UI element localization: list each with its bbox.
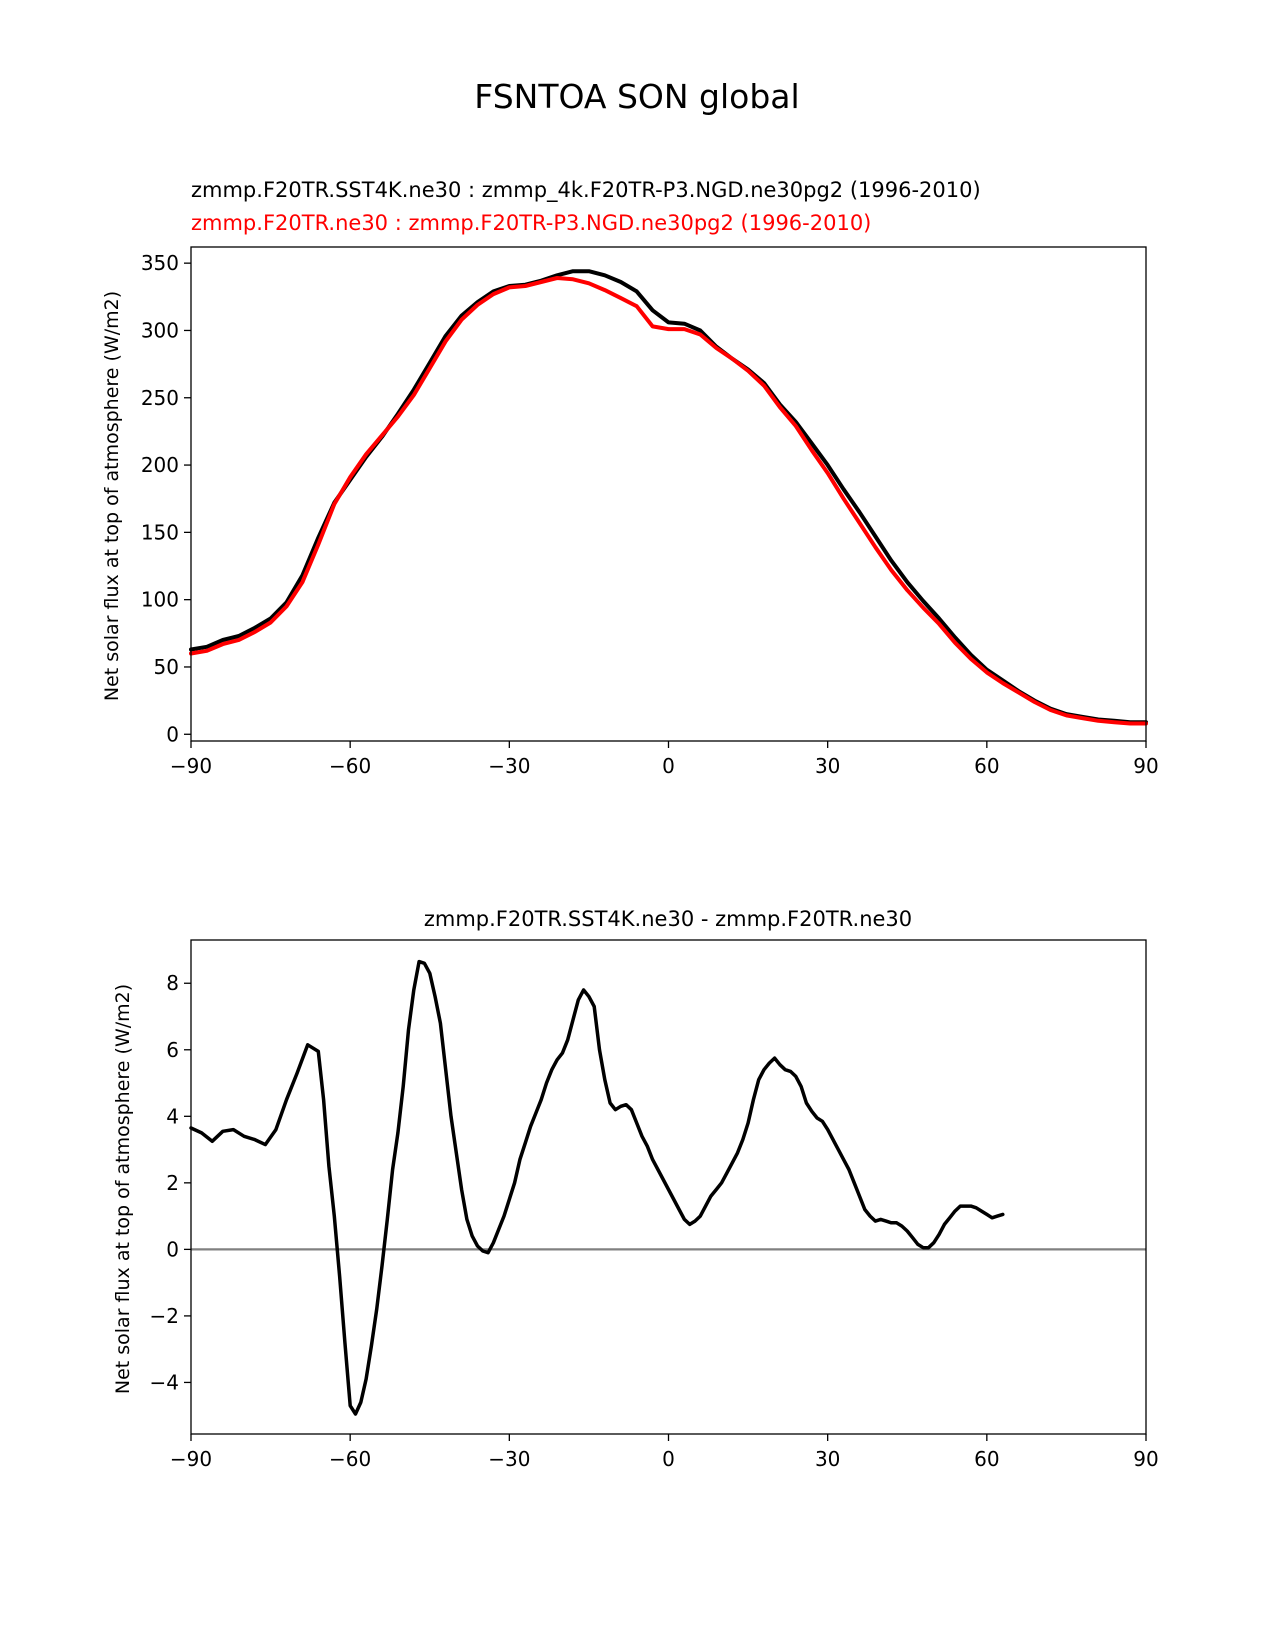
y-tick-label: 2 [166,1171,179,1195]
x-tick-label: 60 [974,1447,999,1471]
bottom-chart-ticks: −90 −60 −30 0 30 60 90 −4 −2 0 2 4 6 8 [150,971,1159,1471]
bottom-chart-plot-frame [190,939,1147,1435]
y-tick-label: 300 [141,318,179,342]
y-tick-label: 0 [166,1237,179,1261]
y-tick-label: 6 [166,1038,179,1062]
bottom-chart-y-axis-label: Net solar flux at top of atmosphere (W/m… [112,984,134,1394]
y-tick-label: 350 [141,251,179,275]
y-tick-label: −4 [150,1370,179,1394]
x-tick-label: −30 [488,1447,530,1471]
x-tick-label: 30 [815,754,840,778]
x-tick-label: 90 [1133,1447,1158,1471]
x-tick-label: 60 [974,754,999,778]
series-line-1 [189,959,1005,1416]
figure-title: FSNTOA SON global [474,77,799,116]
x-tick-label: 0 [662,1447,675,1471]
top-chart-lines [189,269,1148,726]
x-tick-label: 0 [662,754,675,778]
top-chart-y-axis-label: Net solar flux at top of atmosphere (W/m… [101,291,123,701]
y-tick-label: 200 [141,453,179,477]
y-tick-label: 250 [141,386,179,410]
top-chart-title-line1: zmmp.F20TR.SST4K.ne30 : zmmp_4k.F20TR-P3… [191,178,981,203]
series-line-2 [189,276,1148,726]
y-tick-label: 50 [154,655,179,679]
y-tick-label: 0 [166,722,179,746]
top-chart-title-line2: zmmp.F20TR.ne30 : zmmp.F20TR-P3.NGD.ne30… [191,211,871,235]
bottom-chart-lines [189,959,1146,1416]
x-tick-label: 90 [1133,754,1158,778]
y-tick-label: −2 [150,1304,179,1328]
y-tick-label: 150 [141,520,179,544]
bottom-chart: zmmp.F20TR.SST4K.ne30 - zmmp.F20TR.ne30 … [112,907,1159,1471]
top-chart: zmmp.F20TR.SST4K.ne30 : zmmp_4k.F20TR-P3… [101,178,1159,778]
y-tick-label: 8 [166,971,179,995]
x-tick-label: −90 [170,754,212,778]
series-line-1 [189,269,1148,725]
x-tick-label: 30 [815,1447,840,1471]
y-tick-label: 4 [166,1104,179,1128]
x-tick-label: −90 [170,1447,212,1471]
x-tick-label: −60 [329,1447,371,1471]
top-chart-plot-frame [190,246,1147,742]
x-tick-label: −60 [329,754,371,778]
x-tick-label: −30 [488,754,530,778]
top-chart-ticks: −90 −60 −30 0 30 60 90 0 50 100 150 200 250 300 350 [141,251,1159,778]
y-tick-label: 100 [141,588,179,612]
bottom-chart-title: zmmp.F20TR.SST4K.ne30 - zmmp.F20TR.ne30 [424,907,912,931]
